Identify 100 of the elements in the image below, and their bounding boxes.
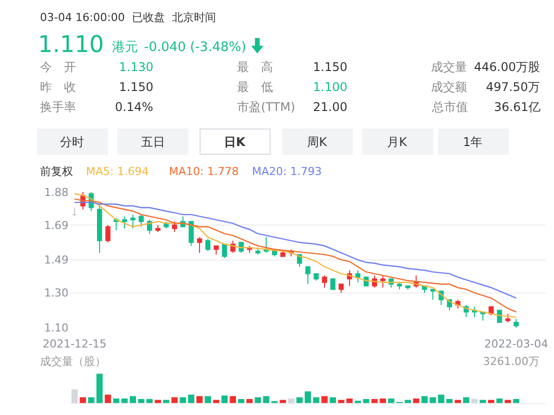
candlestick <box>188 221 194 246</box>
bar <box>346 398 353 404</box>
text: 1.110 <box>38 32 104 58</box>
candlestick <box>130 214 136 229</box>
candlestick <box>305 266 310 285</box>
candlestick <box>122 216 128 229</box>
bar <box>321 396 328 404</box>
bar <box>171 397 178 404</box>
bar <box>404 400 411 404</box>
text: 换手率 <box>40 100 76 114</box>
bar <box>196 396 203 404</box>
bar <box>313 397 320 404</box>
text: 市盈(TTM) <box>237 100 296 114</box>
bar <box>513 399 520 404</box>
bar <box>121 398 128 404</box>
candlestick <box>430 288 436 300</box>
candlestick <box>505 313 510 323</box>
candlestick <box>264 236 269 254</box>
text: 1年 <box>463 135 483 149</box>
text: 497.50万 <box>486 80 540 94</box>
bar <box>230 396 236 404</box>
chart-title: 成交量（股） <box>40 355 106 368</box>
bar <box>113 398 120 404</box>
bar <box>388 398 394 404</box>
bar <box>363 399 370 404</box>
y-tick-label: 1.49 <box>44 254 69 267</box>
candlestick <box>496 310 502 323</box>
bar <box>104 394 112 404</box>
bar <box>454 400 461 404</box>
bar <box>96 374 103 404</box>
text: MA10: 1.778 <box>169 165 239 178</box>
bar <box>280 400 286 404</box>
bar <box>413 398 420 404</box>
candlestick <box>514 318 519 328</box>
bar <box>146 399 153 404</box>
series-label: MA5: 1.694 <box>86 165 149 178</box>
bar <box>254 397 261 404</box>
bar <box>446 399 453 404</box>
text: 今 开 <box>40 60 76 74</box>
text: 成交额 <box>431 80 467 94</box>
bar <box>221 396 228 404</box>
bar <box>246 399 253 404</box>
candlestick <box>205 238 210 252</box>
candlestick <box>280 250 286 257</box>
text: 月K <box>387 135 408 149</box>
candlestick <box>197 236 202 254</box>
text: 1.150 <box>313 60 348 74</box>
bar <box>463 397 470 404</box>
text: 1.130 <box>119 60 154 74</box>
y-tick-label: 1.30 <box>44 286 69 300</box>
bar <box>88 397 94 404</box>
bar <box>304 391 311 404</box>
bar <box>504 400 511 404</box>
bar <box>263 396 270 404</box>
text: 36.61亿 <box>494 100 540 114</box>
x-tick-label: 2021-12-15 <box>42 338 107 351</box>
bar <box>71 389 78 404</box>
bar <box>238 399 244 404</box>
bar <box>471 399 478 404</box>
y-tick-label: 1.10 <box>44 321 69 334</box>
bar <box>130 396 136 404</box>
bar <box>430 397 436 404</box>
bar <box>288 398 294 404</box>
text: 最 高 <box>237 60 273 74</box>
text: 总市值 <box>431 100 468 114</box>
line-series <box>74 202 517 299</box>
text: 成交量 <box>431 60 467 74</box>
candlestick <box>255 247 260 256</box>
bar <box>380 398 386 404</box>
text: 周K <box>307 135 328 149</box>
text: MA20: 1.793 <box>252 165 322 178</box>
bar <box>80 397 86 404</box>
bar <box>296 397 303 404</box>
candlestick <box>72 207 78 217</box>
bar <box>496 398 503 404</box>
text: 0.14% <box>115 100 154 114</box>
candlestick <box>314 273 319 282</box>
bar <box>138 399 144 404</box>
candlestick <box>338 284 344 294</box>
candlestick <box>222 244 228 259</box>
bar <box>213 400 220 404</box>
bar <box>338 400 344 404</box>
text: -0.040 (-3.48%) <box>144 40 246 55</box>
text: 五日 <box>141 135 165 149</box>
bar <box>438 394 444 404</box>
text: 昨 收 <box>40 80 76 94</box>
bar <box>204 396 212 404</box>
text: 港元 <box>112 40 138 55</box>
bar <box>421 396 428 404</box>
text: 日K <box>224 135 246 149</box>
candlestick <box>322 274 328 288</box>
text: 前复权 <box>40 165 73 178</box>
text: 3261.00万 <box>483 355 540 368</box>
candlestick <box>172 221 178 232</box>
bar <box>188 394 194 404</box>
x-tick-label: 2022-03-04 <box>484 338 548 351</box>
bar <box>330 397 336 404</box>
text: 21.00 <box>313 100 348 114</box>
bar <box>371 399 378 404</box>
text: 446.00万股 <box>474 60 540 74</box>
